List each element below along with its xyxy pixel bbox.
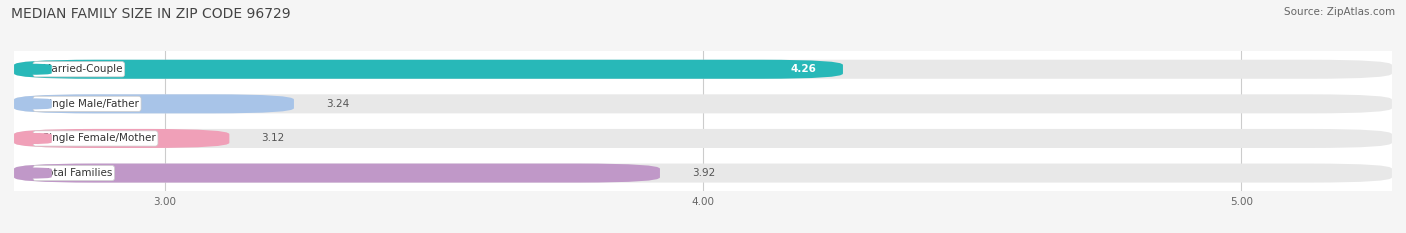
Text: MEDIAN FAMILY SIZE IN ZIP CODE 96729: MEDIAN FAMILY SIZE IN ZIP CODE 96729 [11,7,291,21]
Text: 3.24: 3.24 [326,99,350,109]
FancyBboxPatch shape [14,94,294,113]
FancyBboxPatch shape [14,129,229,148]
Text: Married-Couple: Married-Couple [35,64,122,74]
FancyBboxPatch shape [14,94,1392,113]
Text: 3.92: 3.92 [692,168,716,178]
Text: Single Male/Father: Single Male/Father [35,99,138,109]
Text: 3.12: 3.12 [262,134,285,144]
FancyBboxPatch shape [14,60,1392,79]
Text: Single Female/Mother: Single Female/Mother [35,134,155,144]
FancyBboxPatch shape [14,129,1392,148]
Text: Source: ZipAtlas.com: Source: ZipAtlas.com [1284,7,1395,17]
FancyBboxPatch shape [20,98,52,110]
FancyBboxPatch shape [20,64,52,75]
Text: 4.26: 4.26 [790,64,815,74]
FancyBboxPatch shape [20,133,52,144]
FancyBboxPatch shape [14,164,1392,183]
FancyBboxPatch shape [14,164,659,183]
Text: Total Families: Total Families [35,168,112,178]
FancyBboxPatch shape [20,167,52,179]
FancyBboxPatch shape [14,60,844,79]
